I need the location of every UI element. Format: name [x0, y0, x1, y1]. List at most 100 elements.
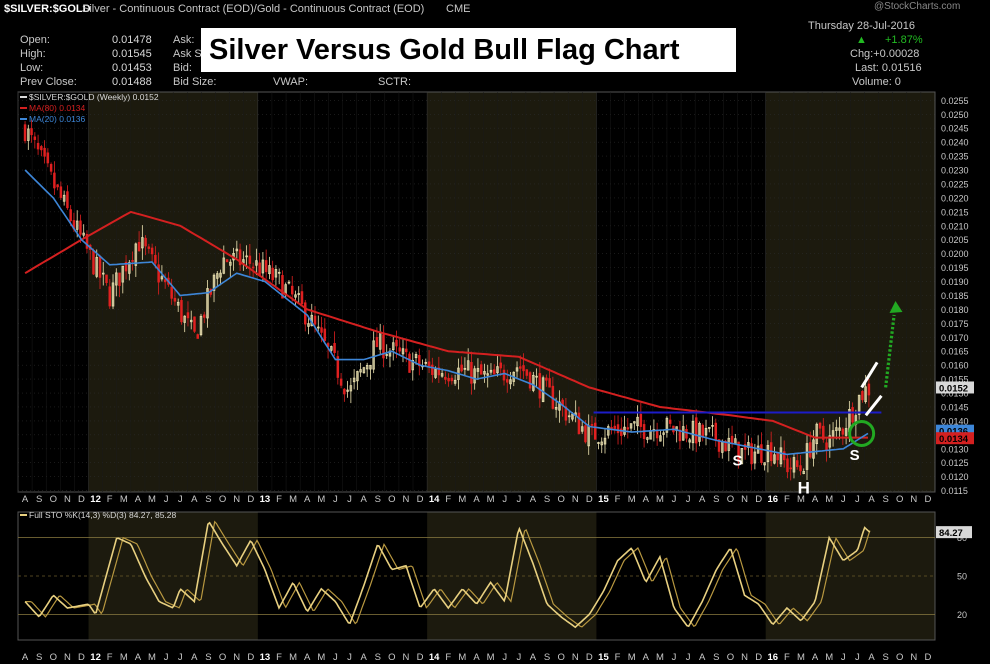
target-arrow-head — [889, 301, 903, 314]
stoch-month-tick-label: M — [148, 652, 156, 663]
stoch-tick-label: 80 — [957, 533, 967, 543]
month-tick-label: A — [360, 494, 367, 505]
stoch-month-tick-label: M — [487, 652, 495, 663]
month-tick-label: O — [727, 494, 734, 505]
price-legend-entry: MA(80) 0.0134 — [29, 103, 85, 113]
candle — [369, 364, 372, 370]
price-tick-label: 0.0150 — [941, 389, 969, 399]
candle — [773, 454, 776, 464]
candle — [786, 458, 789, 473]
month-tick-label: S — [544, 494, 550, 505]
candle — [466, 360, 470, 371]
candle — [450, 377, 454, 382]
price-tick-label: 0.0165 — [941, 347, 969, 357]
candle — [27, 128, 30, 141]
candle — [30, 128, 33, 136]
candle — [36, 142, 40, 150]
month-tick-label: A — [473, 494, 480, 505]
candle — [509, 379, 512, 385]
candle — [760, 444, 763, 463]
candle — [844, 428, 848, 436]
stoch-month-tick-label: O — [219, 652, 226, 663]
change-pct: +1.87% — [885, 34, 923, 46]
stoch-month-tick-label: D — [755, 652, 762, 663]
symbol-label: $SILVER:$GOLD — [4, 3, 91, 15]
candle — [167, 277, 170, 285]
candle — [307, 323, 310, 327]
month-tick-label: A — [530, 494, 537, 505]
month-tick-label: A — [699, 494, 706, 505]
candle — [23, 124, 27, 142]
candle — [688, 439, 691, 443]
ma80-value-tag: 0.0134 — [939, 434, 969, 445]
month-tick-label: S — [882, 494, 888, 505]
month-tick-label: F — [784, 494, 790, 505]
candle — [427, 361, 431, 367]
price-tick-label: 0.0230 — [941, 166, 969, 176]
stoch-month-tick-label: A — [530, 652, 537, 663]
stoch-month-tick-label: M — [458, 652, 466, 663]
candle — [470, 361, 473, 384]
month-tick-label: A — [304, 494, 311, 505]
month-tick-label: J — [178, 494, 183, 505]
price-tick-label: 0.0185 — [941, 291, 969, 301]
stoch-month-tick-label: J — [333, 652, 338, 663]
candle — [414, 354, 418, 359]
candle — [144, 237, 147, 247]
stoch-month-tick-label: O — [896, 652, 903, 663]
ask-size-label: Ask Si — [173, 48, 205, 60]
candle — [766, 445, 770, 463]
candle — [271, 267, 274, 281]
price-tick-label: 0.0130 — [941, 444, 969, 454]
candle — [681, 426, 685, 441]
stoch-month-tick-label: F — [276, 652, 282, 663]
candle — [737, 441, 740, 462]
candle — [242, 259, 245, 264]
candle — [492, 369, 496, 375]
candle — [121, 265, 125, 283]
candle — [408, 353, 411, 373]
stoch-last-tag: 84.27 — [939, 528, 963, 539]
month-tick-label: D — [586, 494, 593, 505]
candle — [49, 164, 53, 172]
stoch-month-tick-label: D — [78, 652, 85, 663]
stoch-tick-label: 20 — [957, 610, 967, 620]
candle — [134, 243, 138, 266]
candle — [157, 264, 160, 283]
candle — [206, 288, 209, 319]
month-tick-label: A — [22, 494, 29, 505]
candle — [802, 471, 805, 474]
month-tick-label: O — [50, 494, 57, 505]
candle — [711, 424, 714, 427]
candle — [69, 209, 72, 222]
candle — [861, 391, 864, 401]
candle — [170, 286, 173, 299]
price-tick-label: 0.0140 — [941, 416, 969, 426]
price-tick-label: 0.0200 — [941, 249, 969, 259]
month-tick-label: J — [333, 494, 338, 505]
candle — [398, 347, 401, 352]
stoch-k-line — [24, 521, 871, 629]
candle — [115, 272, 118, 286]
candle — [248, 255, 252, 264]
month-tick-label: 15 — [598, 494, 609, 505]
candle — [163, 279, 167, 283]
candle — [339, 378, 343, 386]
candle — [173, 297, 177, 302]
month-tick-label: A — [812, 494, 819, 505]
candle — [769, 442, 773, 462]
candle — [763, 462, 766, 466]
candle — [639, 413, 643, 427]
month-tick-label: J — [516, 494, 521, 505]
candle — [72, 220, 76, 230]
month-tick-label: O — [896, 494, 903, 505]
candle — [388, 350, 392, 357]
candle — [219, 272, 222, 278]
candle — [92, 250, 95, 275]
candle — [352, 377, 356, 383]
candle — [779, 447, 783, 465]
candle — [665, 417, 669, 433]
candle — [40, 146, 43, 151]
month-tick-label: 12 — [90, 494, 101, 505]
